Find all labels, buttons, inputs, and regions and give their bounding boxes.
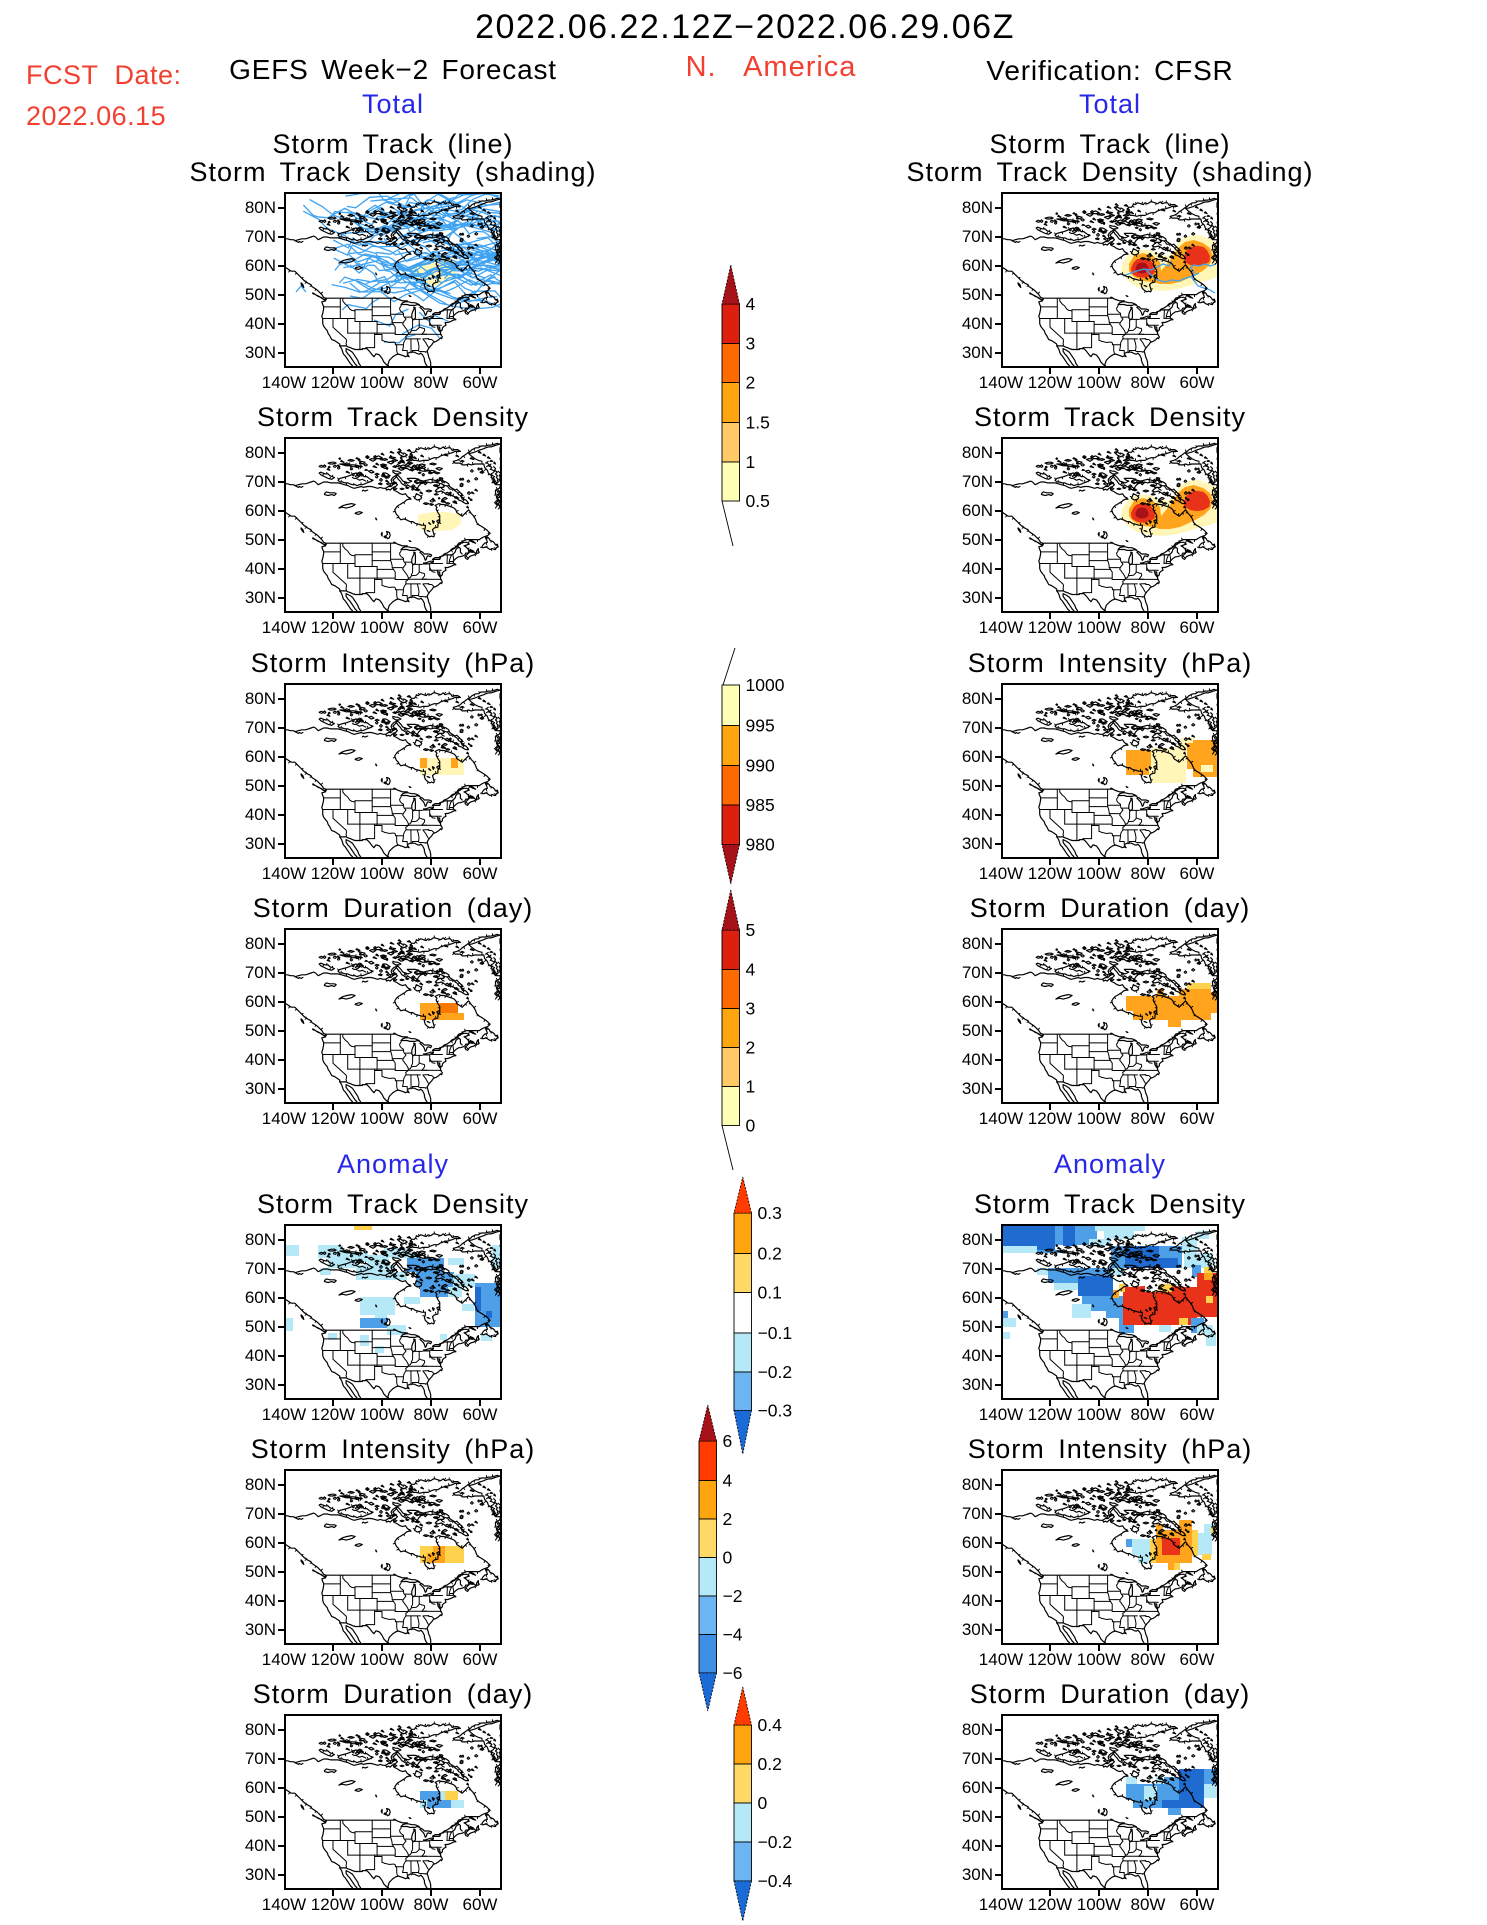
svg-text:2: 2 — [723, 1509, 733, 1529]
svg-text:0: 0 — [723, 1548, 733, 1568]
svg-text:3: 3 — [746, 999, 756, 1019]
svg-text:−4: −4 — [723, 1625, 743, 1645]
svg-text:−6: −6 — [723, 1663, 743, 1683]
svg-text:−2: −2 — [723, 1586, 743, 1606]
svg-text:985: 985 — [746, 795, 775, 815]
svg-text:1000: 1000 — [746, 675, 785, 695]
svg-text:−0.2: −0.2 — [758, 1362, 793, 1382]
svg-text:5: 5 — [746, 920, 756, 940]
svg-text:3: 3 — [746, 334, 756, 354]
svg-text:4: 4 — [746, 294, 756, 314]
svg-text:4: 4 — [723, 1471, 733, 1491]
svg-text:−0.4: −0.4 — [758, 1871, 793, 1891]
svg-text:0: 0 — [746, 1116, 756, 1136]
svg-text:0.2: 0.2 — [758, 1244, 782, 1264]
svg-text:0.4: 0.4 — [758, 1715, 783, 1735]
svg-text:995: 995 — [746, 716, 775, 736]
svg-text:−0.1: −0.1 — [758, 1323, 793, 1343]
svg-text:1: 1 — [746, 1077, 756, 1097]
svg-text:−0.3: −0.3 — [758, 1401, 793, 1421]
svg-text:2: 2 — [746, 1038, 756, 1058]
svg-text:0.1: 0.1 — [758, 1283, 782, 1303]
svg-text:4: 4 — [746, 960, 756, 980]
svg-text:1: 1 — [746, 452, 756, 472]
svg-text:−0.2: −0.2 — [758, 1832, 793, 1852]
svg-text:980: 980 — [746, 835, 775, 855]
svg-text:1.5: 1.5 — [746, 413, 770, 433]
svg-text:0.3: 0.3 — [758, 1203, 782, 1223]
svg-text:0.2: 0.2 — [758, 1754, 782, 1774]
svg-text:0.5: 0.5 — [746, 491, 770, 511]
svg-text:6: 6 — [723, 1431, 733, 1451]
svg-text:0: 0 — [758, 1793, 768, 1813]
svg-text:990: 990 — [746, 756, 775, 776]
svg-text:2: 2 — [746, 373, 756, 393]
